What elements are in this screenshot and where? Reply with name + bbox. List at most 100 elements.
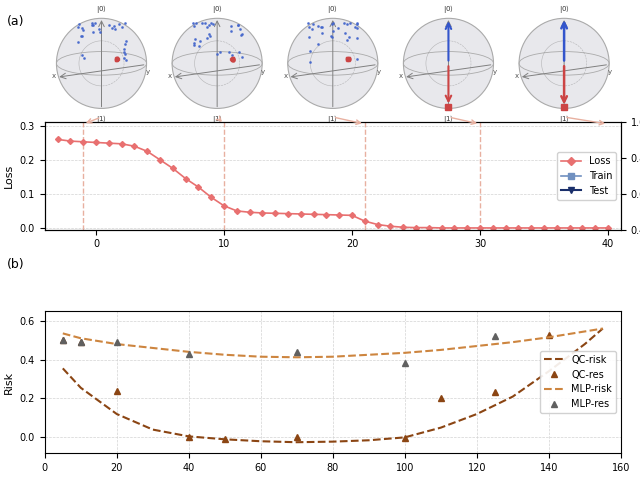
Test	[284, 260, 292, 265]
Train	[374, 250, 381, 256]
Train	[182, 281, 189, 287]
QC-risk	[437, 425, 445, 431]
Loss	[527, 225, 535, 231]
MLP-risk	[329, 354, 337, 359]
Text: $|1\rangle$: $|1\rangle$	[559, 112, 570, 125]
Circle shape	[172, 19, 262, 109]
Test	[246, 269, 253, 275]
Loss	[67, 138, 74, 144]
Test	[105, 295, 113, 300]
Text: x: x	[399, 73, 403, 79]
Loss	[182, 176, 189, 182]
Loss	[246, 209, 253, 215]
Line: QC-res: QC-res	[60, 332, 552, 443]
Loss	[412, 225, 420, 230]
Test	[451, 248, 458, 254]
QC-res	[59, 337, 67, 343]
Train	[463, 247, 471, 253]
Loss	[259, 210, 266, 216]
MLP-risk	[365, 352, 372, 357]
Test	[412, 249, 420, 255]
Test	[54, 297, 61, 302]
QC-res	[491, 389, 499, 394]
Train	[579, 247, 586, 253]
Text: y: y	[377, 69, 381, 75]
Text: x: x	[168, 73, 172, 79]
Train	[502, 247, 509, 253]
Loss	[540, 225, 548, 231]
Loss	[323, 212, 330, 218]
QC-risk	[113, 411, 121, 417]
Text: y: y	[261, 69, 266, 75]
Loss	[566, 225, 573, 231]
Test	[67, 297, 74, 302]
Line: Test: Test	[56, 247, 610, 303]
Train	[131, 287, 138, 293]
Loss	[579, 225, 586, 231]
Train	[67, 297, 74, 302]
Train	[195, 281, 202, 286]
QC-res	[437, 395, 445, 401]
Loss	[284, 211, 292, 217]
Train	[105, 294, 113, 300]
Loss	[207, 194, 215, 200]
Test	[399, 250, 407, 256]
Test	[527, 247, 535, 253]
Loss	[425, 225, 433, 230]
Text: $|0\rangle$: $|0\rangle$	[559, 3, 570, 15]
Test	[348, 252, 356, 258]
Test	[374, 251, 381, 257]
Test	[156, 287, 164, 293]
Loss	[374, 222, 381, 227]
Loss	[169, 166, 177, 171]
Loss	[143, 149, 151, 154]
QC-risk	[545, 368, 552, 374]
Train	[207, 277, 215, 282]
Line: MLP-res: MLP-res	[60, 333, 499, 366]
Loss	[463, 225, 471, 231]
Text: $|1\rangle$: $|1\rangle$	[327, 112, 339, 125]
MLP-res	[59, 337, 67, 343]
Loss	[604, 225, 612, 231]
Train	[271, 257, 279, 263]
Text: $|0\rangle$: $|0\rangle$	[327, 3, 339, 15]
Test	[591, 247, 599, 253]
Line: MLP-risk: MLP-risk	[63, 329, 603, 357]
Test	[92, 297, 100, 302]
Loss	[489, 225, 497, 231]
Test	[540, 247, 548, 253]
MLP-risk	[509, 339, 516, 345]
Test	[463, 247, 471, 253]
Test	[553, 247, 561, 253]
Test	[476, 247, 484, 253]
QC-risk	[365, 437, 372, 443]
QC-res	[77, 339, 84, 345]
MLP-risk	[401, 350, 409, 356]
Test	[271, 262, 279, 267]
MLP-risk	[185, 349, 193, 355]
Text: $|0\rangle$: $|0\rangle$	[212, 3, 223, 15]
Test	[297, 258, 305, 264]
Train	[259, 261, 266, 266]
QC-risk	[59, 365, 67, 371]
Loss	[195, 184, 202, 190]
Loss	[118, 141, 125, 147]
Test	[79, 296, 87, 301]
Train	[399, 249, 407, 255]
Test	[579, 247, 586, 253]
MLP-risk	[149, 345, 157, 351]
Loss	[54, 136, 61, 142]
QC-risk	[473, 411, 481, 417]
Train	[297, 255, 305, 261]
Train	[246, 264, 253, 270]
Train	[553, 247, 561, 253]
MLP-risk	[293, 355, 301, 360]
Test	[335, 253, 343, 259]
Test	[515, 247, 522, 253]
Test	[143, 292, 151, 298]
Test	[233, 272, 241, 278]
Test	[169, 285, 177, 291]
Loss	[476, 225, 484, 231]
Loss	[361, 218, 369, 224]
Loss	[105, 140, 113, 146]
